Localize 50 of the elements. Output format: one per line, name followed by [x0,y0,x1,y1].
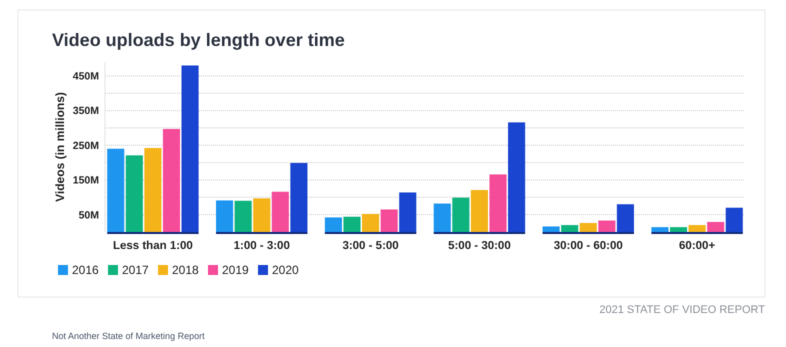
bar [651,227,668,232]
y-tick-label: 150M [72,174,100,187]
legend-label: 2020 [272,263,300,277]
y-tick-label: 50M [78,209,100,222]
bar [489,174,507,232]
bar [253,198,270,232]
x-tick-label: Less than 1:00 [112,240,193,252]
y-tick-label: 250M [72,140,100,152]
bar [126,155,143,232]
bar [234,200,252,232]
bar [670,227,688,232]
bar [616,204,634,232]
y-tick-label: 350M [72,105,100,118]
chart-title: Video uploads by length over time [52,30,345,50]
x-tick-label: 3:00 - 5:00 [342,240,399,252]
bar [144,148,162,232]
bar [561,225,578,232]
bar [707,222,724,232]
bar [182,65,199,232]
bar [107,148,124,232]
bar [542,226,560,232]
bar [399,192,416,232]
x-tick-label: 1:00 - 3:00 [234,240,290,252]
bar [598,220,616,232]
bar [362,214,380,232]
x-tick-label: 30:00 - 60:00 [554,240,623,252]
bar [508,122,526,232]
bar [343,216,361,232]
bar [470,190,488,232]
legend-label: 2017 [122,263,150,277]
bar [272,192,289,232]
bar [434,204,451,232]
bar [580,222,597,232]
bar [452,198,470,232]
bar [324,217,342,232]
bar [380,209,398,232]
x-tick-label: 60:00+ [679,240,716,252]
bar [162,128,180,232]
y-tick-label: 450M [72,70,100,83]
bar [216,200,234,232]
bar [726,208,743,232]
text: 2021 STATE OF VIDEO REPORT [599,304,766,316]
bar [290,162,308,232]
legend-label: 2016 [72,263,100,277]
y-axis-title: Videos (in millions) [53,92,67,202]
x-tick-label: 5:00 - 30:00 [448,240,511,252]
text: Not Another State of Marketing Report [52,331,206,341]
legend-label: 2018 [172,263,200,277]
bar [688,225,706,232]
legend-label: 2019 [222,263,250,277]
